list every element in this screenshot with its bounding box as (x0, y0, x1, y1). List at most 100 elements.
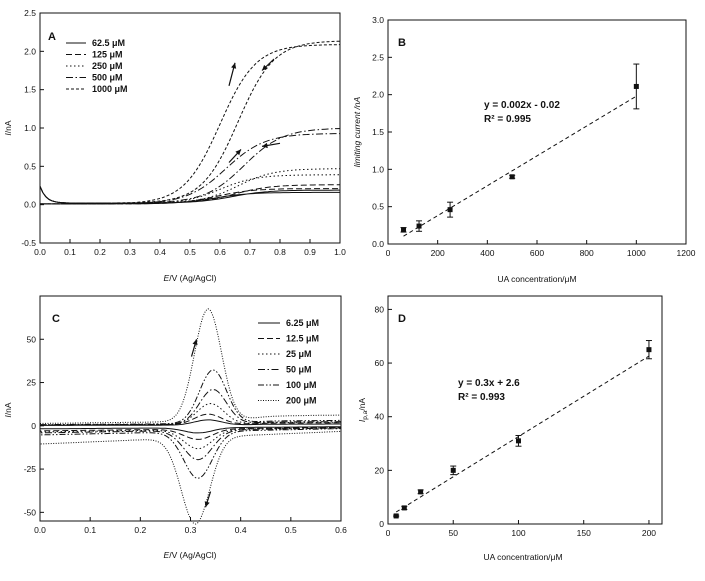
panel-a-arrowhead (235, 149, 241, 156)
panel-a-ytick-label: 2.0 (24, 46, 36, 56)
panel-c: C 0.0 0.1 0.2 0.3 0.4 0.5 0.6 -50 -25 0 25 50 6.25 μ… (3, 295, 347, 560)
panel-d-xlabel: UA concentration/μM (483, 552, 562, 562)
panel-c-xtick-label: 0.5 (285, 525, 297, 535)
panel-c-xtick-label: 0.6 (335, 525, 347, 535)
panel-c-xtick-label: 0.0 (34, 525, 46, 535)
panel-b-ytick-label: 1.5 (372, 127, 384, 137)
panel-a-xtick-label: 0.3 (124, 247, 136, 257)
panel-a-xtick-label: 0.2 (94, 247, 106, 257)
panel-a-xtick-label: 0.9 (304, 247, 316, 257)
panel-a-ytick-label: 0.5 (24, 161, 36, 171)
panel-c-curve (39, 308, 342, 525)
panel-a-arrowhead (231, 62, 237, 69)
panel-c-legend-label: 200 μM (286, 396, 317, 406)
panel-b-xtick-label: 800 (580, 248, 594, 258)
panel-d-ytick-label: 60 (375, 358, 385, 368)
panel-d-fit-line (395, 355, 650, 513)
panel-a-curve (39, 127, 341, 205)
panel-a-xtick-label: 0.7 (244, 247, 256, 257)
panel-c-ylabel: I/nA (3, 402, 13, 417)
panel-c-xtick-label: 0.2 (134, 525, 146, 535)
panel-b-ytick-label: 2.0 (372, 90, 384, 100)
panel-c-xlabel: E/V (Ag/AgCl) (164, 550, 217, 560)
panel-d-xtick-label: 100 (511, 528, 525, 538)
panel-a-xtick-label: 0.8 (274, 247, 286, 257)
panel-b-data-point (447, 207, 453, 213)
panel-b-data-point (401, 227, 407, 233)
panel-b-data-point (509, 174, 515, 180)
panel-d-xtick-label: 200 (642, 528, 656, 538)
panel-a-curve (39, 40, 341, 205)
panel-b-equation: y = 0.002x - 0.02 (484, 100, 560, 111)
panel-a-legend-label: 62.5 μM (92, 38, 125, 48)
panel-a-ylabel: I/nA (3, 120, 13, 135)
panel-d-data-point (450, 467, 456, 473)
panel-d-ytick-label: 0 (379, 519, 384, 529)
panel-d-xtick-label: 0 (386, 528, 391, 538)
panel-b-xlabel: UA concentration/μM (497, 274, 576, 284)
panel-a-letter: A (48, 31, 56, 43)
panel-c-ytick-label: -25 (24, 464, 37, 474)
panel-b-ylabel: limiting current /nA (352, 96, 362, 167)
panel-d-ylabel: Ip,a/nA (357, 398, 369, 423)
panel-c-arrowhead (192, 339, 198, 346)
panel-a-ytick-label: -0.5 (21, 238, 36, 248)
panel-b-xtick-label: 1000 (627, 248, 646, 258)
panel-c-ytick-label: -50 (24, 507, 37, 517)
panel-c-xtick-label: 0.4 (235, 525, 247, 535)
panel-c-arrowhead (204, 501, 210, 508)
panel-b-letter: B (398, 37, 406, 49)
panel-c-legend-label: 6.25 μM (286, 318, 319, 328)
panel-a-legend-label: 500 μM (92, 73, 123, 83)
panel-b-frame (387, 19, 687, 245)
panel-b-ytick-label: 0.0 (372, 239, 384, 249)
panel-c-ytick-label: 50 (27, 334, 37, 344)
panel-c-legend-label: 25 μM (286, 349, 312, 359)
panel-a-arrowhead (262, 142, 268, 149)
panel-b-xtick-label: 600 (530, 248, 544, 258)
panel-a-xtick-label: 1.0 (334, 247, 346, 257)
panel-c-legend-label: 100 μM (286, 380, 317, 390)
panel-c-letter: C (52, 313, 60, 325)
panel-a-arrowhead (262, 64, 268, 71)
panel-b-xtick-label: 1200 (677, 248, 696, 258)
panel-c-ytick-label: 0 (31, 421, 36, 431)
panel-b-fit-line (403, 95, 637, 237)
panel-c-xtick-label: 0.1 (84, 525, 96, 535)
panel-b-xtick-label: 400 (480, 248, 494, 258)
panel-d-frame (387, 295, 663, 525)
panel-c-curve (40, 369, 342, 479)
panel-d-letter: D (398, 313, 406, 325)
panel-b-ytick-label: 3.0 (372, 15, 384, 25)
panel-a-ytick-label: 2.5 (24, 8, 36, 18)
panel-d-equation: y = 0.3x + 2.6 (458, 378, 520, 389)
panel-b-data-point (416, 223, 422, 229)
panel-d-xtick-label: 150 (577, 528, 591, 538)
panel-a-legend-label: 250 μM (92, 61, 123, 71)
panel-a: A 0.0 0.1 0.2 0.3 0.4 0.5 0.6 0.7 0.8 0.9 1.0-0.50… (3, 8, 346, 283)
panel-c-ytick-label: 25 (27, 378, 37, 388)
panel-a-legend-label: 1000 μM (92, 84, 128, 94)
panel-b-r2: R² = 0.995 (484, 114, 531, 125)
panel-c-legend-label: 50 μM (286, 365, 312, 375)
panel-d-data-point (401, 505, 407, 511)
panel-d-data-point (393, 513, 399, 519)
panel-d: D 0 50 100 150 200 0 20 40 60 80 y = 0.3x + 2.6 R… (357, 295, 663, 562)
panel-a-curve (39, 168, 341, 205)
panel-c-legend-label: 12.5 μM (286, 334, 319, 344)
panel-a-ytick-label: 1.0 (24, 123, 36, 133)
panel-d-r2: R² = 0.993 (458, 392, 505, 403)
panel-b: B 0 200 400 600 800 1000 1200 0.0 0.5 1.0 1.5 2.0 2.… (352, 15, 696, 284)
panel-a-xlabel: E/V (Ag/AgCl) (164, 273, 217, 283)
panel-b-xtick-label: 200 (431, 248, 445, 258)
panel-a-xtick-label: 0.1 (64, 247, 76, 257)
panel-a-xtick-label: 0.6 (214, 247, 226, 257)
panel-a-legend-label: 125 μM (92, 50, 123, 60)
panel-b-data-point (633, 83, 639, 89)
panel-a-ytick-label: 1.5 (24, 85, 36, 95)
panel-d-xtick-label: 50 (449, 528, 459, 538)
panel-d-data-point (646, 347, 652, 353)
panel-b-ytick-label: 1.0 (372, 164, 384, 174)
panel-c-frame (39, 295, 342, 522)
